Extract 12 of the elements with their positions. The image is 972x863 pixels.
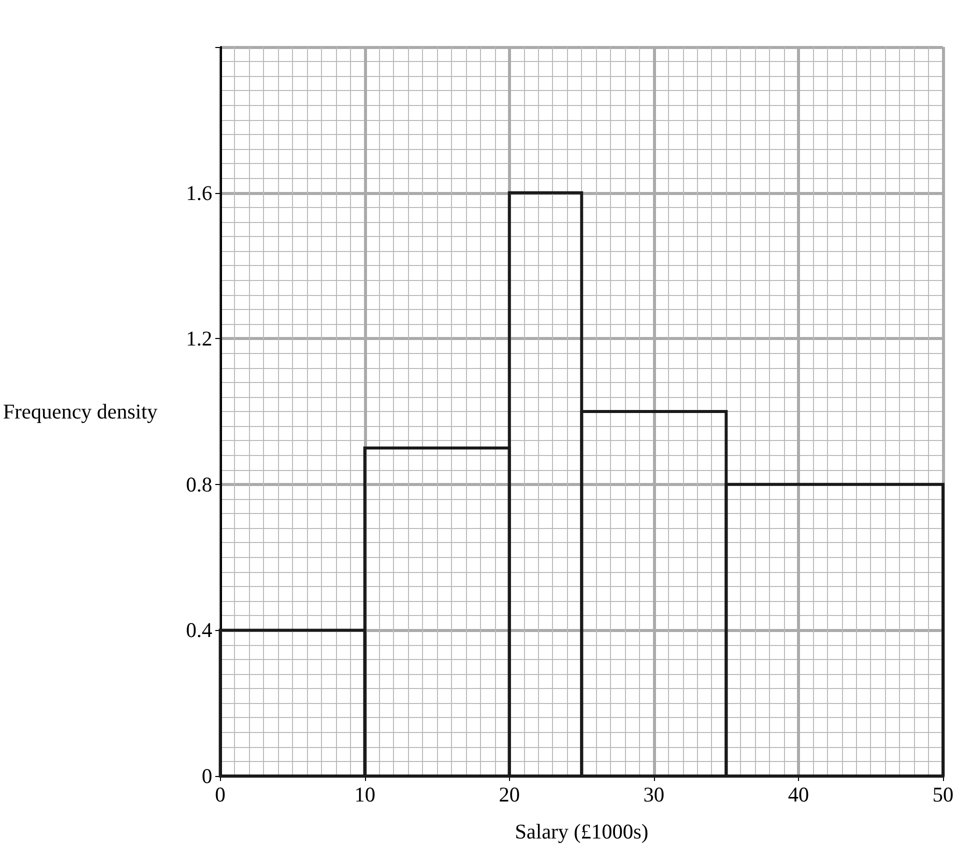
y-tick-label: 1.6 [186, 180, 212, 205]
x-tick-label: 40 [788, 782, 809, 806]
y-tick-label: 0.8 [186, 472, 212, 496]
y-tick-label: 1.2 [186, 326, 212, 351]
x-tick-label: 10 [354, 782, 376, 806]
y-tick-label: 0 [202, 764, 212, 788]
x-tick-label: 20 [498, 782, 520, 806]
y-tick-label: 0.4 [186, 618, 213, 642]
x-axis-title: Salary (£1000s) [514, 820, 648, 844]
y-axis-title: Frequency density [3, 400, 158, 424]
x-tick-label: 30 [643, 782, 664, 806]
x-tick-label: 50 [932, 782, 954, 806]
